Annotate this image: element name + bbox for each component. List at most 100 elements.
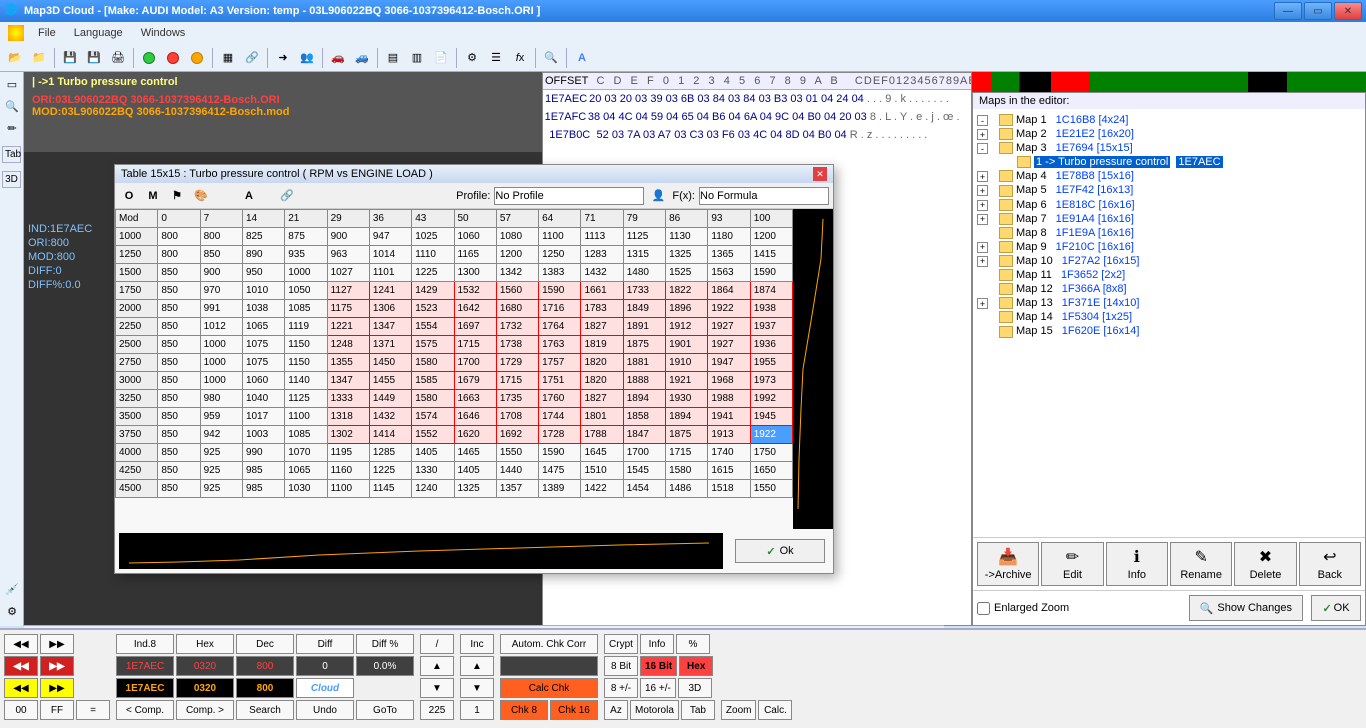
table-cell[interactable]: 1849 bbox=[623, 300, 665, 318]
rp-delete-button[interactable]: ✖Delete bbox=[1234, 542, 1296, 586]
table-cell[interactable]: 1333 bbox=[327, 390, 369, 408]
table-cell[interactable]: 1065 bbox=[285, 462, 327, 480]
tb-car2-icon[interactable]: 🚙 bbox=[351, 47, 373, 69]
table-cell[interactable]: 1357 bbox=[496, 480, 538, 498]
table-cell[interactable]: 1888 bbox=[623, 372, 665, 390]
bb-down2[interactable]: ▼ bbox=[460, 678, 494, 698]
table-cell[interactable]: 1930 bbox=[666, 390, 708, 408]
tb-fx-icon[interactable]: fx bbox=[509, 47, 531, 69]
bb-crypt[interactable]: Crypt bbox=[604, 634, 638, 654]
bb-00[interactable]: 00 bbox=[4, 700, 38, 720]
table-cell[interactable]: 1733 bbox=[623, 282, 665, 300]
bb-rrw[interactable]: ◀◀ bbox=[4, 634, 38, 654]
table-cell[interactable]: 1945 bbox=[750, 408, 792, 426]
table-cell[interactable]: 1283 bbox=[581, 246, 623, 264]
table-cell[interactable]: 1000 bbox=[200, 336, 242, 354]
tree-item[interactable]: +Map 7 1E91A4 [16x16] bbox=[977, 212, 1361, 226]
table-cell[interactable]: 1100 bbox=[285, 408, 327, 426]
table-cell[interactable]: 1715 bbox=[496, 372, 538, 390]
tb-pdf-icon[interactable]: 📄 bbox=[430, 47, 452, 69]
table-cell[interactable]: 850 bbox=[158, 480, 200, 498]
table-cell[interactable]: 850 bbox=[158, 462, 200, 480]
bb-az[interactable]: Az bbox=[604, 700, 628, 720]
bb-zoom[interactable]: Zoom bbox=[721, 700, 757, 720]
table-cell[interactable]: 1941 bbox=[708, 408, 750, 426]
tb-tools-icon[interactable]: ⚙ bbox=[461, 47, 483, 69]
table-cell[interactable]: 1921 bbox=[666, 372, 708, 390]
maps-tree[interactable]: -Map 1 1C16B8 [4x24]+Map 2 1E21E2 [16x20… bbox=[973, 109, 1365, 537]
table-cell[interactable]: 1740 bbox=[708, 444, 750, 462]
table-cell[interactable]: 1150 bbox=[285, 336, 327, 354]
table-cell[interactable]: 1735 bbox=[496, 390, 538, 408]
tree-item[interactable]: +Map 4 1E78B8 [15x16] bbox=[977, 169, 1361, 183]
table-cell[interactable]: 1200 bbox=[750, 228, 792, 246]
bb-compr[interactable]: Comp. > bbox=[176, 700, 234, 720]
bb-rrw-yellow[interactable]: ◀◀ bbox=[4, 678, 38, 698]
table-cell[interactable]: 1955 bbox=[750, 354, 792, 372]
table-cell[interactable]: 970 bbox=[200, 282, 242, 300]
tb-zoom-icon[interactable]: 🔍 bbox=[540, 47, 562, 69]
table-cell[interactable]: 1315 bbox=[623, 246, 665, 264]
table-cell[interactable]: 1552 bbox=[412, 426, 454, 444]
table-cell[interactable]: 850 bbox=[158, 318, 200, 336]
table-cell[interactable]: 850 bbox=[158, 336, 200, 354]
bb-calcchk[interactable]: Calc Chk bbox=[500, 678, 598, 698]
table-cell[interactable]: 1875 bbox=[666, 426, 708, 444]
table-cell[interactable]: 875 bbox=[285, 228, 327, 246]
table-cell[interactable]: 1110 bbox=[412, 246, 454, 264]
table-cell[interactable]: 1820 bbox=[581, 354, 623, 372]
bb-info[interactable]: Info bbox=[640, 634, 674, 654]
table-cell[interactable]: 1874 bbox=[750, 282, 792, 300]
table-cell[interactable]: 1405 bbox=[454, 462, 496, 480]
tb-dot-green[interactable] bbox=[138, 47, 160, 69]
table-cell[interactable]: 935 bbox=[285, 246, 327, 264]
map-table[interactable]: Mod0714212936435057647179869310010008008… bbox=[115, 209, 793, 498]
table-cell[interactable]: 1241 bbox=[369, 282, 411, 300]
table-cell[interactable]: 1065 bbox=[242, 318, 284, 336]
minimize-button[interactable]: — bbox=[1274, 2, 1302, 20]
tb-arrow-right-icon[interactable]: ➜ bbox=[272, 47, 294, 69]
table-cell[interactable]: 925 bbox=[200, 480, 242, 498]
table-cell[interactable]: 1113 bbox=[581, 228, 623, 246]
table-cell[interactable]: 1060 bbox=[242, 372, 284, 390]
table-cell[interactable]: 1454 bbox=[623, 480, 665, 498]
rp-info-button[interactable]: ℹInfo bbox=[1106, 542, 1168, 586]
tb-save-icon[interactable]: 💾 bbox=[59, 47, 81, 69]
table-cell[interactable]: 1763 bbox=[539, 336, 581, 354]
tb-hex-icon[interactable]: ☰ bbox=[485, 47, 507, 69]
table-cell[interactable]: 1819 bbox=[581, 336, 623, 354]
table-cell[interactable]: 980 bbox=[200, 390, 242, 408]
bb-down[interactable]: ▼ bbox=[420, 678, 454, 698]
table-cell[interactable]: 850 bbox=[200, 246, 242, 264]
tree-item[interactable]: -Map 1 1C16B8 [4x24] bbox=[977, 113, 1361, 127]
table-cell[interactable]: 1125 bbox=[285, 390, 327, 408]
table-cell[interactable]: 1145 bbox=[369, 480, 411, 498]
table-cell[interactable]: 1422 bbox=[581, 480, 623, 498]
table-cell[interactable]: 1325 bbox=[666, 246, 708, 264]
rp-archive-button[interactable]: 📥->Archive bbox=[977, 542, 1039, 586]
table-cell[interactable]: 1318 bbox=[327, 408, 369, 426]
table-cell[interactable]: 1580 bbox=[412, 354, 454, 372]
table-cell[interactable]: 1160 bbox=[327, 462, 369, 480]
table-cell[interactable]: 1085 bbox=[285, 426, 327, 444]
table-cell[interactable]: 1355 bbox=[327, 354, 369, 372]
table-cell[interactable]: 1429 bbox=[412, 282, 454, 300]
table-cell[interactable]: 800 bbox=[200, 228, 242, 246]
table-cell[interactable]: 900 bbox=[327, 228, 369, 246]
table-cell[interactable]: 1518 bbox=[708, 480, 750, 498]
tree-item[interactable]: +Map 2 1E21E2 [16x20] bbox=[977, 127, 1361, 141]
bb-motorola[interactable]: Motorola bbox=[630, 700, 679, 720]
table-cell[interactable]: 1910 bbox=[666, 354, 708, 372]
dlg-tb-m[interactable]: M bbox=[143, 186, 163, 206]
table-cell[interactable]: 1347 bbox=[327, 372, 369, 390]
bb-undo[interactable]: Undo bbox=[296, 700, 354, 720]
table-cell[interactable]: 1744 bbox=[539, 408, 581, 426]
dlg-tb-o[interactable]: O bbox=[119, 186, 139, 206]
table-cell[interactable]: 963 bbox=[327, 246, 369, 264]
table-cell[interactable]: 1119 bbox=[285, 318, 327, 336]
table-cell[interactable]: 1302 bbox=[327, 426, 369, 444]
table-cell[interactable]: 850 bbox=[158, 300, 200, 318]
table-cell[interactable]: 1475 bbox=[539, 462, 581, 480]
tb-folder-icon[interactable]: 📁 bbox=[28, 47, 50, 69]
tb-car1-icon[interactable]: 🚗 bbox=[327, 47, 349, 69]
